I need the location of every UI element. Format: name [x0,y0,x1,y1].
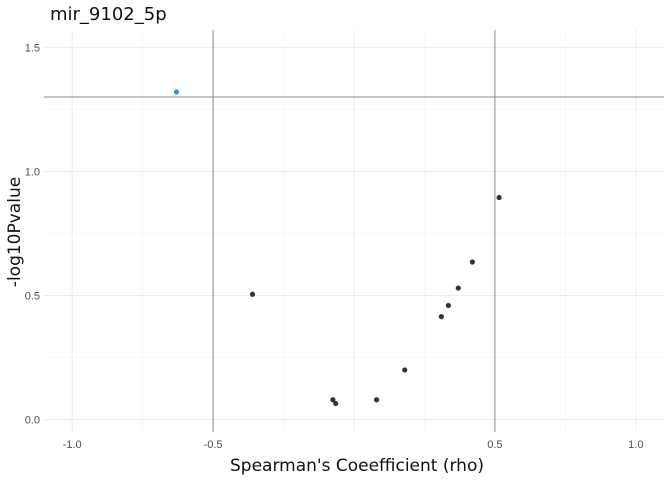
x-tick-label: 0.5 [487,439,502,451]
data-point [330,397,336,403]
significant-point [173,89,180,95]
x-axis-tick-labels: -1.0 -0.5 0.5 1.0 [63,439,644,451]
chart-title: mir_9102_5p [50,4,167,25]
y-tick-label: 0.5 [25,291,40,303]
data-point [445,302,452,309]
y-axis-title: -log10Pvalue [5,177,25,287]
data-point [373,397,380,403]
reference-lines [44,30,664,432]
y-tick-label: 1.5 [25,42,40,54]
x-tick-label: 1.0 [628,439,643,451]
data-point [469,259,475,265]
x-tick-label: -0.5 [204,439,223,451]
x-tick-label: -1.0 [63,439,82,451]
data-point [455,285,461,291]
data-points [173,89,502,407]
data-point [402,367,408,373]
y-tick-label: 1.0 [25,166,40,178]
data-point [249,291,256,297]
major-grid [44,30,664,432]
y-tick-label: 0.0 [25,415,40,427]
x-axis-title: Spearman's Coeefficient (rho) [230,456,484,476]
data-point [496,194,502,201]
data-point [333,400,339,407]
data-point [438,314,444,320]
y-axis-tick-labels: 0.0 0.5 1.0 1.5 [25,42,40,426]
